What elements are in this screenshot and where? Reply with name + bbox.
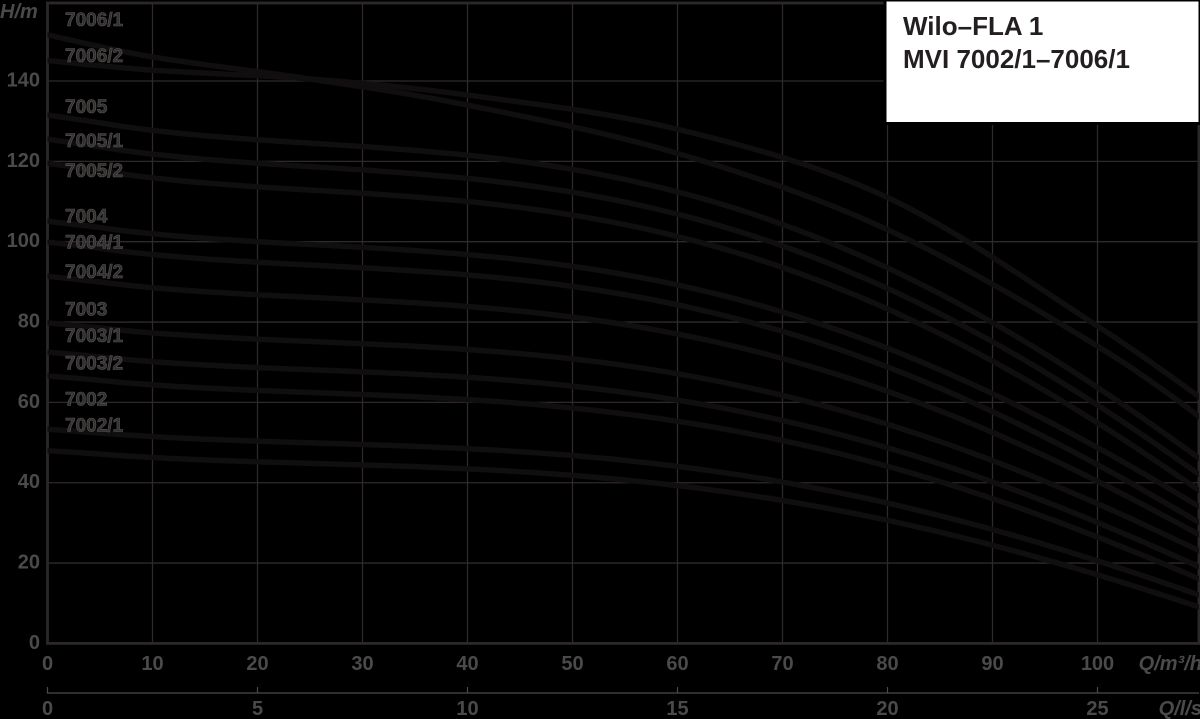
svg-text:7002/1: 7002/1 bbox=[65, 415, 124, 436]
svg-text:7003/2: 7003/2 bbox=[65, 353, 123, 374]
svg-text:70: 70 bbox=[771, 653, 793, 675]
svg-text:20: 20 bbox=[876, 698, 898, 719]
svg-text:0: 0 bbox=[42, 698, 53, 719]
svg-text:7003: 7003 bbox=[65, 300, 107, 321]
svg-text:Q/m³/h: Q/m³/h bbox=[1139, 653, 1200, 675]
svg-text:Q/l/s: Q/l/s bbox=[1159, 698, 1200, 719]
svg-text:100: 100 bbox=[7, 230, 40, 252]
svg-text:7002: 7002 bbox=[65, 389, 107, 410]
svg-text:7006/1: 7006/1 bbox=[65, 10, 124, 31]
svg-text:10: 10 bbox=[141, 653, 163, 675]
svg-text:40: 40 bbox=[18, 471, 40, 493]
svg-text:90: 90 bbox=[981, 653, 1003, 675]
svg-text:0: 0 bbox=[42, 653, 53, 675]
svg-text:80: 80 bbox=[876, 653, 898, 675]
svg-text:120: 120 bbox=[7, 150, 40, 172]
svg-text:15: 15 bbox=[666, 698, 688, 719]
svg-text:5: 5 bbox=[252, 698, 263, 719]
svg-text:7005/2: 7005/2 bbox=[65, 161, 123, 182]
svg-text:H/m: H/m bbox=[0, 1, 38, 23]
svg-text:MVI 7002/1–7006/1: MVI 7002/1–7006/1 bbox=[903, 44, 1130, 74]
svg-text:7005/1: 7005/1 bbox=[65, 131, 124, 152]
svg-text:40: 40 bbox=[456, 653, 478, 675]
svg-text:60: 60 bbox=[666, 653, 688, 675]
svg-text:10: 10 bbox=[456, 698, 478, 719]
svg-text:50: 50 bbox=[561, 653, 583, 675]
svg-text:Wilo–FLA 1: Wilo–FLA 1 bbox=[903, 11, 1043, 41]
svg-text:60: 60 bbox=[18, 391, 40, 413]
svg-text:140: 140 bbox=[7, 70, 40, 92]
svg-text:100: 100 bbox=[1081, 653, 1114, 675]
svg-text:7003/1: 7003/1 bbox=[65, 326, 124, 347]
svg-text:30: 30 bbox=[351, 653, 373, 675]
svg-text:80: 80 bbox=[18, 311, 40, 333]
svg-text:7004/2: 7004/2 bbox=[65, 262, 123, 283]
svg-text:0: 0 bbox=[29, 632, 40, 654]
svg-text:7004: 7004 bbox=[65, 206, 108, 227]
svg-text:7004/1: 7004/1 bbox=[65, 232, 124, 253]
svg-text:25: 25 bbox=[1086, 698, 1108, 719]
svg-text:7006/2: 7006/2 bbox=[65, 46, 123, 67]
svg-text:20: 20 bbox=[246, 653, 268, 675]
svg-text:20: 20 bbox=[18, 552, 40, 574]
svg-text:7005: 7005 bbox=[65, 97, 108, 118]
